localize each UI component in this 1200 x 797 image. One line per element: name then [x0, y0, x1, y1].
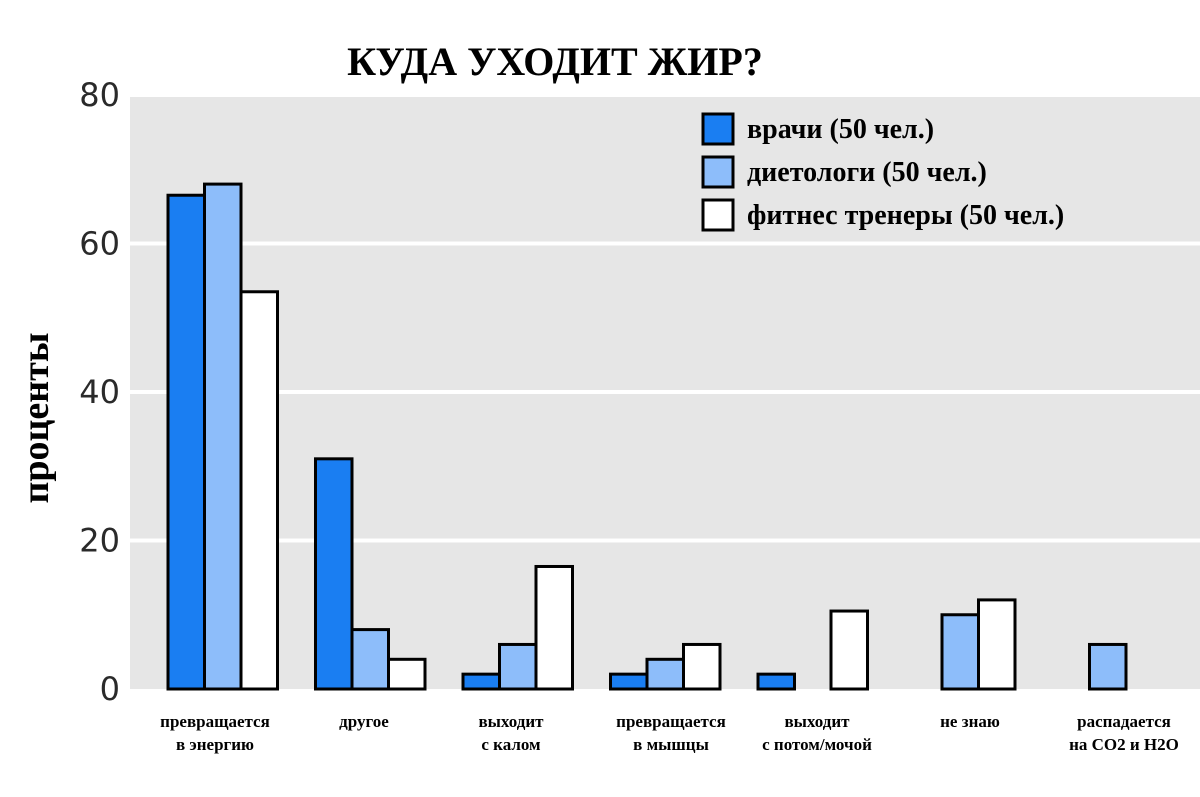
legend-swatch — [701, 155, 735, 189]
bar — [498, 642, 538, 691]
bar — [609, 672, 649, 691]
bar — [350, 628, 390, 691]
legend: врачи (50 чел.) диетологи (50 чел.) фитнес… — [701, 112, 1064, 232]
y-axis: 0 20 40 60 80 — [79, 76, 120, 708]
bar — [314, 457, 354, 691]
bar — [829, 609, 869, 691]
legend-label: врачи (50 чел.) — [747, 114, 934, 145]
bar — [534, 564, 574, 691]
y-tick-label: 40 — [79, 373, 120, 411]
bar — [239, 290, 279, 691]
legend-swatch — [701, 112, 735, 146]
bar — [461, 672, 501, 691]
x-tick-label: распадается на CO2 и H2O — [1069, 712, 1179, 754]
gridlines — [130, 93, 1200, 543]
legend-label: фитнес тренеры (50 чел.) — [747, 200, 1064, 231]
legend-label: диетологи (50 чел.) — [747, 157, 987, 188]
bar — [682, 642, 722, 691]
chart-title: КУДА УХОДИТ ЖИР? — [347, 39, 763, 84]
y-tick-label: 20 — [79, 522, 120, 560]
x-axis: превращается в энергию другое выходит с кало… — [160, 712, 1179, 754]
x-tick-label: выходит с потом/мочой — [762, 712, 872, 754]
bar — [645, 657, 685, 691]
bars — [166, 182, 1128, 691]
y-tick-label: 80 — [79, 76, 120, 114]
bar — [166, 193, 206, 691]
y-tick-label: 0 — [100, 670, 120, 708]
bar — [756, 672, 796, 691]
x-tick-label: другое — [339, 712, 389, 731]
bar — [977, 598, 1017, 691]
x-tick-label: превращается в мышцы — [616, 712, 726, 754]
bar — [387, 657, 427, 691]
bar — [203, 182, 243, 691]
y-tick-label: 60 — [79, 225, 120, 263]
bar — [940, 613, 980, 691]
x-tick-label: превращается в энергию — [160, 712, 270, 754]
x-tick-label: выходит с калом — [478, 712, 544, 754]
x-tick-label: не знаю — [940, 712, 1000, 731]
y-axis-label: проценты — [15, 332, 57, 503]
legend-swatch — [701, 198, 735, 232]
bar — [1088, 642, 1128, 691]
